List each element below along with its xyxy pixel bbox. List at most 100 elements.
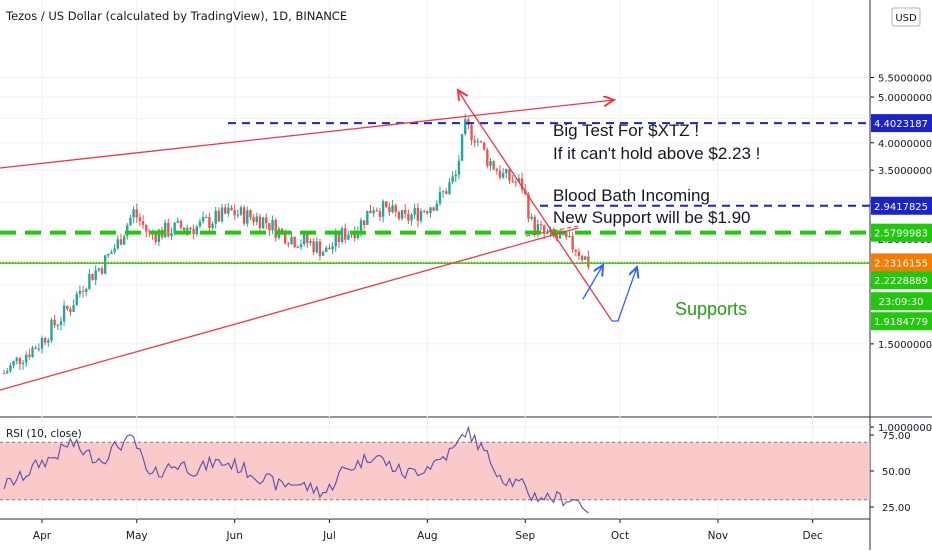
candle-body <box>457 160 461 175</box>
candle-body <box>372 210 375 214</box>
candle-body <box>498 170 502 178</box>
candle-body <box>321 251 325 256</box>
candle-body <box>15 357 18 362</box>
price-badge-2.2228889[interactable]: 2.2228889 <box>871 271 932 290</box>
candle-body <box>381 201 385 217</box>
candle-body <box>479 141 483 143</box>
descending-line[interactable] <box>465 102 613 322</box>
time-tick-label: Dec <box>803 530 824 542</box>
candle-body <box>511 180 514 182</box>
time-tick-label: Jun <box>225 530 242 542</box>
candle-body <box>119 239 123 245</box>
currency-button[interactable]: USD <box>891 7 921 27</box>
price-badge-bg <box>871 253 932 272</box>
candle-body <box>179 220 183 228</box>
candle-body <box>217 210 221 222</box>
candle-body <box>6 371 9 374</box>
candle-body <box>113 248 116 253</box>
price-badge-4.4023187[interactable]: 4.4023187 <box>871 114 932 133</box>
candle-body <box>189 227 192 229</box>
candle-body <box>391 205 394 213</box>
price-badge-2.5799983[interactable]: 2.5799983 <box>871 223 932 242</box>
candle-body <box>299 244 303 248</box>
candle-body <box>413 207 416 215</box>
price-badge-1.9184779[interactable]: 1.9184779 <box>871 312 932 331</box>
candle-body <box>103 255 107 274</box>
candle-body <box>182 227 186 231</box>
price-badge-bg <box>871 196 932 215</box>
time-axis[interactable]: Apr May Jun Jul Aug Sep Oct Nov Dec <box>33 519 823 542</box>
candle-body <box>28 354 31 357</box>
candle-body <box>435 203 439 211</box>
candle-body <box>62 305 66 322</box>
candle-body <box>574 249 577 252</box>
upper-trendline[interactable] <box>0 100 614 169</box>
projection-arrow-1[interactable] <box>582 265 603 300</box>
candle-body <box>37 348 41 350</box>
candle-body <box>306 234 309 244</box>
time-tick-label: Sep <box>515 530 535 542</box>
lower-trendline[interactable] <box>0 227 579 391</box>
candle-body <box>145 224 148 232</box>
candle-body <box>296 246 300 248</box>
price-badge-2.9417825[interactable]: 2.9417825 <box>871 196 932 215</box>
rsi-label: RSI (10, close) <box>6 428 82 440</box>
price-tick-label: 4.0000000 <box>878 139 932 150</box>
candle-body <box>489 161 492 166</box>
candle-body <box>85 288 88 292</box>
candle-body <box>25 354 28 363</box>
price-pane[interactable] <box>0 0 870 416</box>
candle-body <box>280 228 284 231</box>
projection-arrow-2[interactable] <box>612 267 637 322</box>
candle-body <box>375 210 378 212</box>
candle-body <box>359 220 363 233</box>
candle-body <box>94 270 97 281</box>
candle-body <box>334 233 337 247</box>
candle-body <box>129 217 132 226</box>
candle-body <box>157 229 161 242</box>
candle-body <box>568 235 571 238</box>
candle-body <box>290 236 293 245</box>
candle-body <box>173 222 176 234</box>
candle-body <box>214 210 217 224</box>
annotation-line-3[interactable]: Blood Bath Incoming <box>553 186 710 205</box>
candle-body <box>369 210 372 214</box>
candle-body <box>546 232 549 234</box>
candle-body <box>514 181 517 183</box>
annotation-line-1[interactable]: Big Test For $XTZ ! <box>553 121 699 140</box>
candle-body <box>501 173 505 178</box>
candle-body <box>72 305 75 312</box>
price-badge-2.2316155[interactable]: 2.2316155 <box>871 253 932 272</box>
price-badge-label: 2.9417825 <box>874 202 928 213</box>
candle-body <box>230 207 233 211</box>
candle-body <box>249 210 252 218</box>
candle-body <box>473 140 476 143</box>
price-badge-23:09:30[interactable]: 23:09:30 <box>871 292 932 311</box>
rsi-axis-ticks[interactable]: 75.00 50.00 25.00 <box>870 431 911 514</box>
candle-body <box>476 141 480 143</box>
candle-body <box>565 232 568 238</box>
candle-body <box>407 213 410 221</box>
candle-body <box>21 362 25 365</box>
candle-body <box>252 217 255 223</box>
candle-body <box>208 217 211 228</box>
candle-body <box>448 182 451 194</box>
candle-body <box>261 217 265 229</box>
candle-body <box>287 243 290 245</box>
rsi-tick-label: 75.00 <box>882 431 911 442</box>
candle-body <box>34 347 37 349</box>
price-badge-label: 2.2228889 <box>874 276 928 287</box>
candle-body <box>43 337 47 343</box>
annotation-line-2[interactable]: If it can't hold above $2.23 ! <box>553 144 760 163</box>
candle-body <box>378 211 382 217</box>
supports-label[interactable]: Supports <box>675 299 747 319</box>
candle-body <box>242 207 246 224</box>
price-badge-bg <box>871 312 932 331</box>
candle-body <box>356 232 360 239</box>
annotation-line-4[interactable]: New Support will be $1.90 <box>553 208 751 227</box>
candle-body <box>318 241 322 256</box>
time-tick-label: Oct <box>611 530 629 542</box>
candle-body <box>138 217 142 222</box>
